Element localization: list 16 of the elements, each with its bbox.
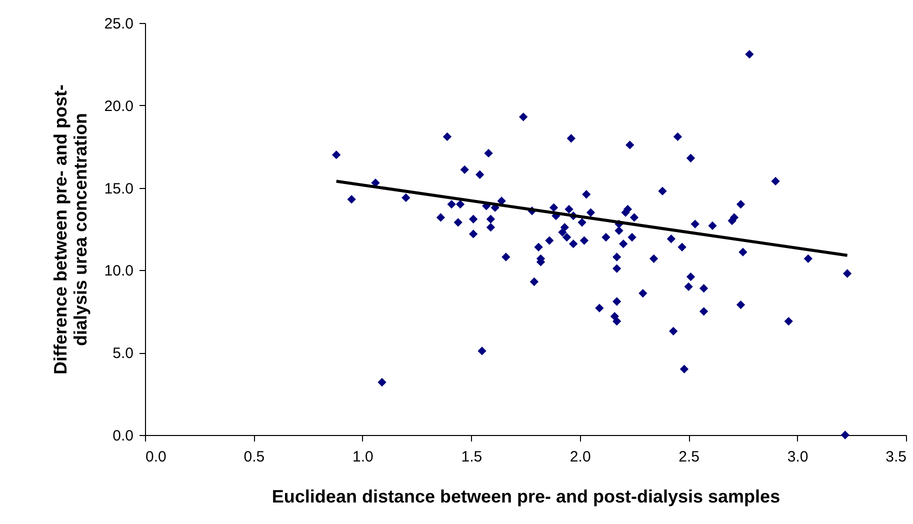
y-tick-label: 25.0: [104, 16, 134, 32]
x-tick-label: 1.0: [352, 448, 374, 466]
x-tick-label: 3.0: [787, 448, 808, 466]
y-tick-label: 15.0: [104, 180, 134, 198]
x-axis-title: Euclidean distance between pre- and post-dialysis samples: [272, 486, 780, 506]
x-tick-label: 2.5: [678, 448, 700, 466]
x-tick-label: 1.5: [461, 448, 482, 466]
y-tick-label: 20.0: [104, 98, 134, 115]
y-tick-label: 5.0: [112, 345, 134, 362]
x-tick-label: 0.0: [146, 448, 166, 466]
y-tick-label: 0.0: [112, 428, 134, 444]
x-tick-label: 2.0: [570, 448, 591, 466]
y-tick-label: 10.0: [104, 262, 134, 280]
y-axis-title: Difference between pre- and post- dialysis urea concentration: [50, 84, 90, 375]
x-tick-label: 3.5: [886, 448, 906, 466]
x-tick-label: 0.5: [244, 448, 265, 466]
